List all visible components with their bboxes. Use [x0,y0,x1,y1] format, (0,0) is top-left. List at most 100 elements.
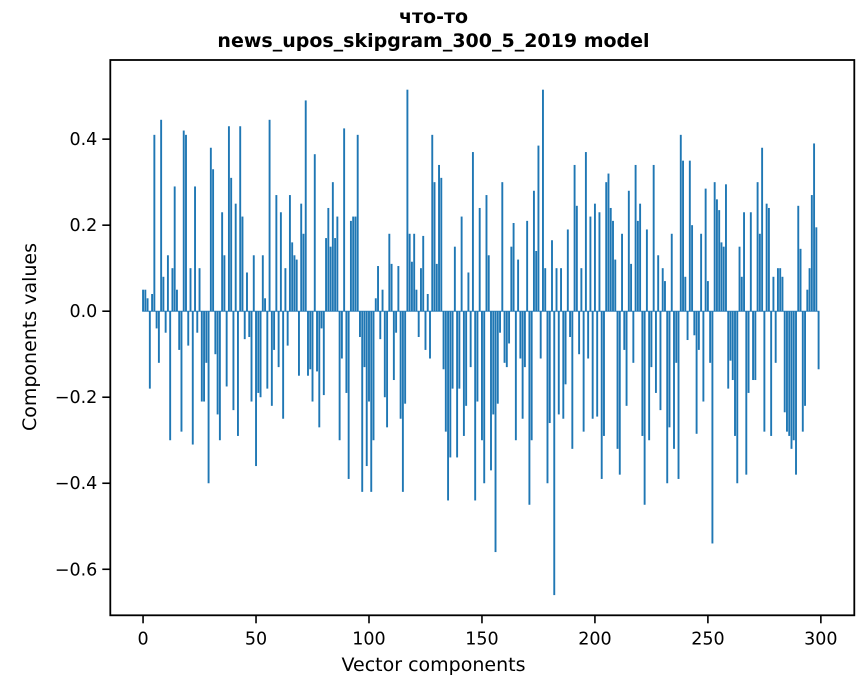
bar [666,311,669,484]
bar [349,220,352,312]
bar [187,311,190,346]
bar [659,311,662,411]
bar [801,311,804,432]
bar [485,195,488,312]
bar [571,311,574,449]
bar [205,311,208,363]
bar [322,311,325,396]
bar [399,311,402,419]
bar [679,134,682,312]
bar [483,311,486,484]
bar [720,242,723,312]
bar [779,268,782,312]
bar [252,255,255,312]
bar [551,240,553,312]
bar [600,311,603,479]
bar [171,268,174,312]
bar [433,182,436,312]
bar [266,311,269,389]
x-tick-label: 300 [804,629,837,649]
bar [532,190,535,312]
bar [580,268,583,312]
bar [408,233,411,312]
bar [770,311,773,436]
bar [352,216,355,312]
bar [521,311,524,419]
bar [237,311,239,436]
bar [185,134,187,312]
bar [749,212,752,312]
bar [374,298,377,312]
bar [729,311,732,361]
bar [250,311,253,402]
bar [526,220,529,312]
bar [241,216,244,312]
bar [370,311,373,492]
bar [232,311,235,411]
bar [575,205,578,312]
bar [648,311,651,441]
bar [453,246,456,312]
bar [440,177,443,312]
bar [560,268,562,312]
bar [460,216,463,312]
y-tick-label: −0.2 [55,388,98,408]
bar [302,233,305,312]
bar [702,311,705,402]
bar [767,207,770,312]
bar [230,177,233,312]
bar [444,311,447,432]
bar [325,238,328,312]
x-axis-label: Vector components [341,654,526,676]
bar [255,311,257,467]
bar [632,311,635,363]
bar [713,182,716,312]
bar [397,266,400,312]
bar [593,203,596,312]
bar [151,293,154,312]
bar [469,311,472,368]
bar [700,233,703,312]
bar [383,311,386,398]
bar [639,203,642,312]
bar [298,311,300,376]
bar [754,311,757,381]
bar [291,242,294,312]
bar [623,311,626,350]
bar [392,311,395,381]
bar [365,311,368,467]
bar [173,186,176,312]
bar [487,255,490,312]
bar [424,311,427,350]
bar [246,272,248,312]
bar [225,311,228,387]
bar [196,311,199,333]
bar [438,164,440,312]
bar [596,311,599,417]
bar [404,311,407,404]
bar [259,311,262,398]
bar [275,195,278,312]
bar [711,311,714,544]
y-tick-label: −0.6 [55,560,98,580]
bar [786,311,788,432]
bar [435,263,438,312]
bar [817,311,820,370]
x-tick-label: 250 [691,629,724,649]
bar [451,311,454,389]
bar [268,119,271,312]
bar [544,268,547,312]
bar [557,311,560,415]
bar [625,311,628,406]
bar [562,311,565,419]
bar [795,311,797,475]
bar [792,311,795,441]
bar [752,311,755,381]
bar [340,311,343,359]
bar [664,281,666,312]
bar [422,235,425,312]
bar [535,250,538,312]
bar [670,233,673,312]
x-tick-label: 0 [137,629,148,649]
bar [530,311,533,441]
